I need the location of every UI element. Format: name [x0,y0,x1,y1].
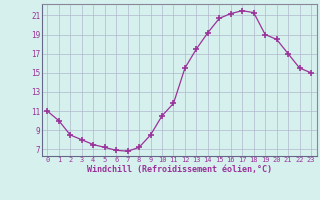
X-axis label: Windchill (Refroidissement éolien,°C): Windchill (Refroidissement éolien,°C) [87,165,272,174]
